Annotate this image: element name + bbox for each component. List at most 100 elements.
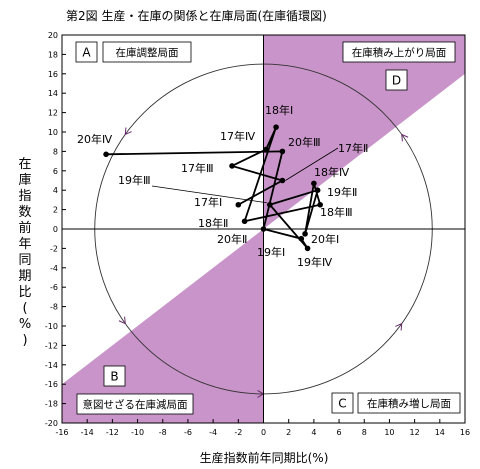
leader-line [151, 185, 267, 204]
data-point [279, 148, 286, 155]
x-tick-label: -2 [234, 428, 242, 437]
y-tick-label: 12 [48, 109, 58, 118]
data-label: 19年Ⅰ [257, 245, 285, 259]
y-tick-label: 18 [48, 50, 58, 59]
data-point [317, 201, 323, 208]
quadrant-label-box [76, 393, 194, 415]
y-tick-label: 2 [53, 206, 58, 215]
y-axis-label-char: 前 [18, 220, 31, 236]
data-point [314, 187, 321, 193]
cycle-arrow-1 [124, 127, 132, 136]
y-axis-label-char: 在 [18, 157, 31, 172]
quadrant-labels: A 在庫調整局面 D 在庫積み上がり局面 B 意図せざる在庫減局面 C 在庫積み増し局面 [75, 41, 461, 415]
quadrant-letter: B [110, 370, 118, 384]
quadrant-label: 意図せざる在庫減局面 [83, 398, 188, 411]
y-tick-label: 10 [48, 128, 58, 137]
data-label: 17年Ⅳ [220, 129, 256, 143]
series-line [106, 126, 322, 249]
quadrant-letter: A [82, 46, 91, 60]
x-tick-label: 10 [384, 428, 394, 437]
x-tick-label: -14 [81, 428, 94, 437]
quadrant-letter-box [103, 365, 126, 387]
data-point [260, 226, 267, 232]
cycle-arrow-4 [395, 322, 403, 331]
y-axis-label-char: 年 [18, 237, 31, 252]
data-point [302, 231, 308, 237]
quadrant-letter-box [385, 69, 408, 91]
x-tick-label: 12 [410, 428, 420, 437]
y-axis-label-char: % [19, 317, 31, 332]
x-tick-label: -4 [209, 428, 217, 437]
x-tick-label: 16 [460, 428, 470, 437]
data-point [304, 245, 311, 252]
data-label: 20年Ⅱ [217, 232, 247, 246]
y-tick-label: -18 [45, 400, 58, 409]
x-tick-label: 14 [435, 428, 445, 437]
y-tick-label: -14 [45, 361, 58, 370]
data-label: 20年Ⅳ [77, 132, 113, 146]
data-label: 18年Ⅲ [320, 205, 353, 219]
data-labels: 17年Ⅰ 17年Ⅱ 17年Ⅲ 17年Ⅳ 18年Ⅰ 18年Ⅱ 18年Ⅲ 18年Ⅳ 19年Ⅰ 19年Ⅱ… [77, 103, 368, 269]
data-label: 18年Ⅰ [265, 103, 293, 117]
leader-line [285, 147, 339, 181]
y-axis-label-char: 庫 [18, 173, 31, 188]
data-label: 19年Ⅳ [297, 255, 333, 269]
y-tick-label: 4 [53, 186, 58, 195]
x-tick-label: 0 [261, 428, 266, 437]
x-tick-label: -10 [131, 428, 144, 437]
y-tick-label: 0 [53, 225, 58, 234]
y-axis-label-char: 数 [18, 205, 31, 220]
data-point [263, 146, 269, 153]
y-tick-label: -10 [45, 322, 58, 331]
y-tick-label: 16 [48, 70, 58, 79]
x-tick-label: 6 [337, 428, 342, 437]
data-label: 20年Ⅰ [311, 232, 339, 246]
data-point [273, 124, 279, 130]
data-label: 19年Ⅱ [327, 185, 357, 199]
y-tick-label: -12 [45, 341, 58, 350]
x-tick-label: -12 [106, 428, 119, 437]
y-tick-label: -2 [50, 244, 58, 253]
y-axis-label-char: ) [22, 333, 27, 348]
axes: -16 -14 -12 -10 -8 -6 -4 -2 0 2 4 6 8 10 12 14 162018161… [45, 31, 470, 437]
y-axis-label-char: 比 [18, 285, 31, 300]
data-label: 19年Ⅲ [118, 173, 151, 187]
x-tick-label: -6 [184, 428, 192, 437]
y-tick-label: -20 [45, 419, 58, 428]
data-point [298, 235, 305, 242]
shade-upper [263, 35, 465, 229]
data-point [279, 177, 286, 184]
quadrant-label: 在庫調整局面 [116, 46, 179, 59]
x-tick-label: 2 [286, 428, 291, 437]
quadrant-label: 在庫積み増し局面 [367, 397, 451, 410]
y-tick-label: -6 [50, 283, 58, 292]
y-tick-label: 14 [48, 89, 58, 98]
cycle-arrow-2 [118, 316, 126, 325]
data-label: 17年Ⅱ [338, 141, 368, 155]
data-series [103, 124, 323, 252]
y-tick-label: 8 [53, 147, 58, 156]
x-tick-label: 8 [362, 428, 367, 437]
quadrant-letter-box [75, 41, 98, 63]
data-label: 18年Ⅱ [198, 216, 228, 230]
quadrant-letter-box [331, 392, 354, 414]
data-label: 20年Ⅲ [288, 135, 321, 149]
data-point [241, 218, 248, 225]
quadrant-letter: C [338, 397, 346, 411]
chart-title: 第2図 生産・在庫の関係と在庫局面(在庫循環図) [66, 8, 327, 23]
y-axis-label-char: ( [22, 301, 27, 316]
quadrant-label-box [102, 41, 192, 63]
cycle-arrow-0 [401, 133, 409, 142]
y-axis-label-char: 期 [18, 269, 31, 284]
y-tick-label: 20 [48, 31, 58, 40]
y-tick-label: 6 [53, 167, 58, 176]
data-point [103, 151, 109, 158]
y-axis-label-char: 同 [18, 253, 31, 268]
data-point [229, 163, 235, 169]
quadrant-letter: D [392, 74, 401, 88]
quadrant-label-box [342, 41, 456, 63]
y-tick-label: -4 [50, 264, 58, 273]
quadrant-label: 在庫積み上がり局面 [352, 46, 447, 59]
